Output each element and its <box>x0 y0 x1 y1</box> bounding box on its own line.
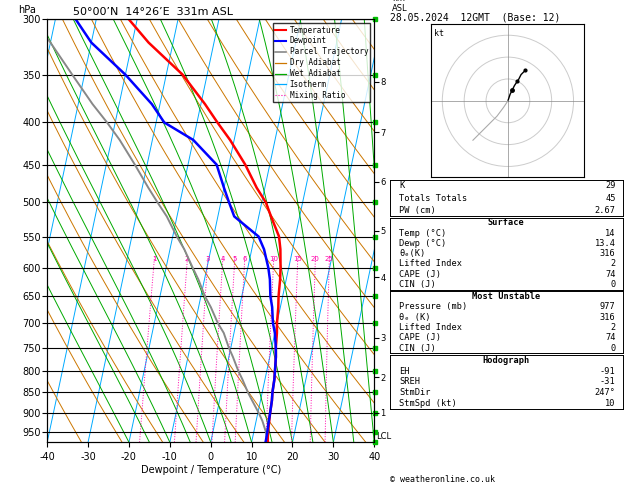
Text: 74: 74 <box>605 270 616 279</box>
Text: 247°: 247° <box>595 388 616 398</box>
Text: Mixing Ratio (g/kg): Mixing Ratio (g/kg) <box>412 245 421 318</box>
Text: PW (cm): PW (cm) <box>399 206 436 215</box>
Text: km
ASL: km ASL <box>392 0 408 13</box>
Text: 20: 20 <box>311 256 320 262</box>
Text: EH: EH <box>399 366 409 376</box>
Text: 2: 2 <box>611 323 616 332</box>
Text: 2.67: 2.67 <box>595 206 616 215</box>
Text: Surface: Surface <box>488 218 525 227</box>
Text: 29: 29 <box>605 181 616 191</box>
Text: 0: 0 <box>611 280 616 289</box>
Text: Totals Totals: Totals Totals <box>399 193 467 203</box>
Text: StmDir: StmDir <box>399 388 431 398</box>
Text: CIN (J): CIN (J) <box>399 344 436 353</box>
Text: Lifted Index: Lifted Index <box>399 260 462 268</box>
Text: 4: 4 <box>220 256 225 262</box>
Text: K: K <box>399 181 404 191</box>
Text: 316: 316 <box>600 249 616 258</box>
Text: 1: 1 <box>152 256 157 262</box>
Text: 2: 2 <box>185 256 189 262</box>
Text: 25: 25 <box>325 256 333 262</box>
Text: 10: 10 <box>269 256 278 262</box>
Text: 977: 977 <box>600 302 616 311</box>
Text: 50°00’N  14°26’E  331m ASL: 50°00’N 14°26’E 331m ASL <box>74 7 233 17</box>
Text: -31: -31 <box>600 378 616 386</box>
Text: CIN (J): CIN (J) <box>399 280 436 289</box>
Text: 6: 6 <box>242 256 247 262</box>
Text: 28.05.2024  12GMT  (Base: 12): 28.05.2024 12GMT (Base: 12) <box>390 12 560 22</box>
Text: Pressure (mb): Pressure (mb) <box>399 302 467 311</box>
Text: 13.4: 13.4 <box>595 239 616 248</box>
Text: θₑ(K): θₑ(K) <box>399 249 426 258</box>
Text: CAPE (J): CAPE (J) <box>399 270 442 279</box>
Text: 45: 45 <box>605 193 616 203</box>
Text: Dewp (°C): Dewp (°C) <box>399 239 447 248</box>
Text: Hodograph: Hodograph <box>482 356 530 364</box>
Text: 10: 10 <box>605 399 616 408</box>
Text: 14: 14 <box>605 228 616 238</box>
Text: LCL: LCL <box>376 433 391 441</box>
Text: kt: kt <box>435 29 445 38</box>
Text: hPa: hPa <box>18 5 36 15</box>
Text: Lifted Index: Lifted Index <box>399 323 462 332</box>
Text: 2: 2 <box>611 260 616 268</box>
Text: θₑ (K): θₑ (K) <box>399 312 431 322</box>
Text: 5: 5 <box>232 256 237 262</box>
X-axis label: Dewpoint / Temperature (°C): Dewpoint / Temperature (°C) <box>141 465 281 475</box>
Text: 316: 316 <box>600 312 616 322</box>
Text: CAPE (J): CAPE (J) <box>399 333 442 342</box>
Legend: Temperature, Dewpoint, Parcel Trajectory, Dry Adiabat, Wet Adiabat, Isotherm, Mi: Temperature, Dewpoint, Parcel Trajectory… <box>273 23 370 102</box>
Text: SREH: SREH <box>399 378 420 386</box>
Text: 0: 0 <box>611 344 616 353</box>
Text: Temp (°C): Temp (°C) <box>399 228 447 238</box>
Text: -91: -91 <box>600 366 616 376</box>
Text: 3: 3 <box>205 256 210 262</box>
Text: 15: 15 <box>293 256 302 262</box>
Text: Most Unstable: Most Unstable <box>472 292 540 301</box>
Text: StmSpd (kt): StmSpd (kt) <box>399 399 457 408</box>
Text: © weatheronline.co.uk: © weatheronline.co.uk <box>390 474 495 484</box>
Text: 74: 74 <box>605 333 616 342</box>
